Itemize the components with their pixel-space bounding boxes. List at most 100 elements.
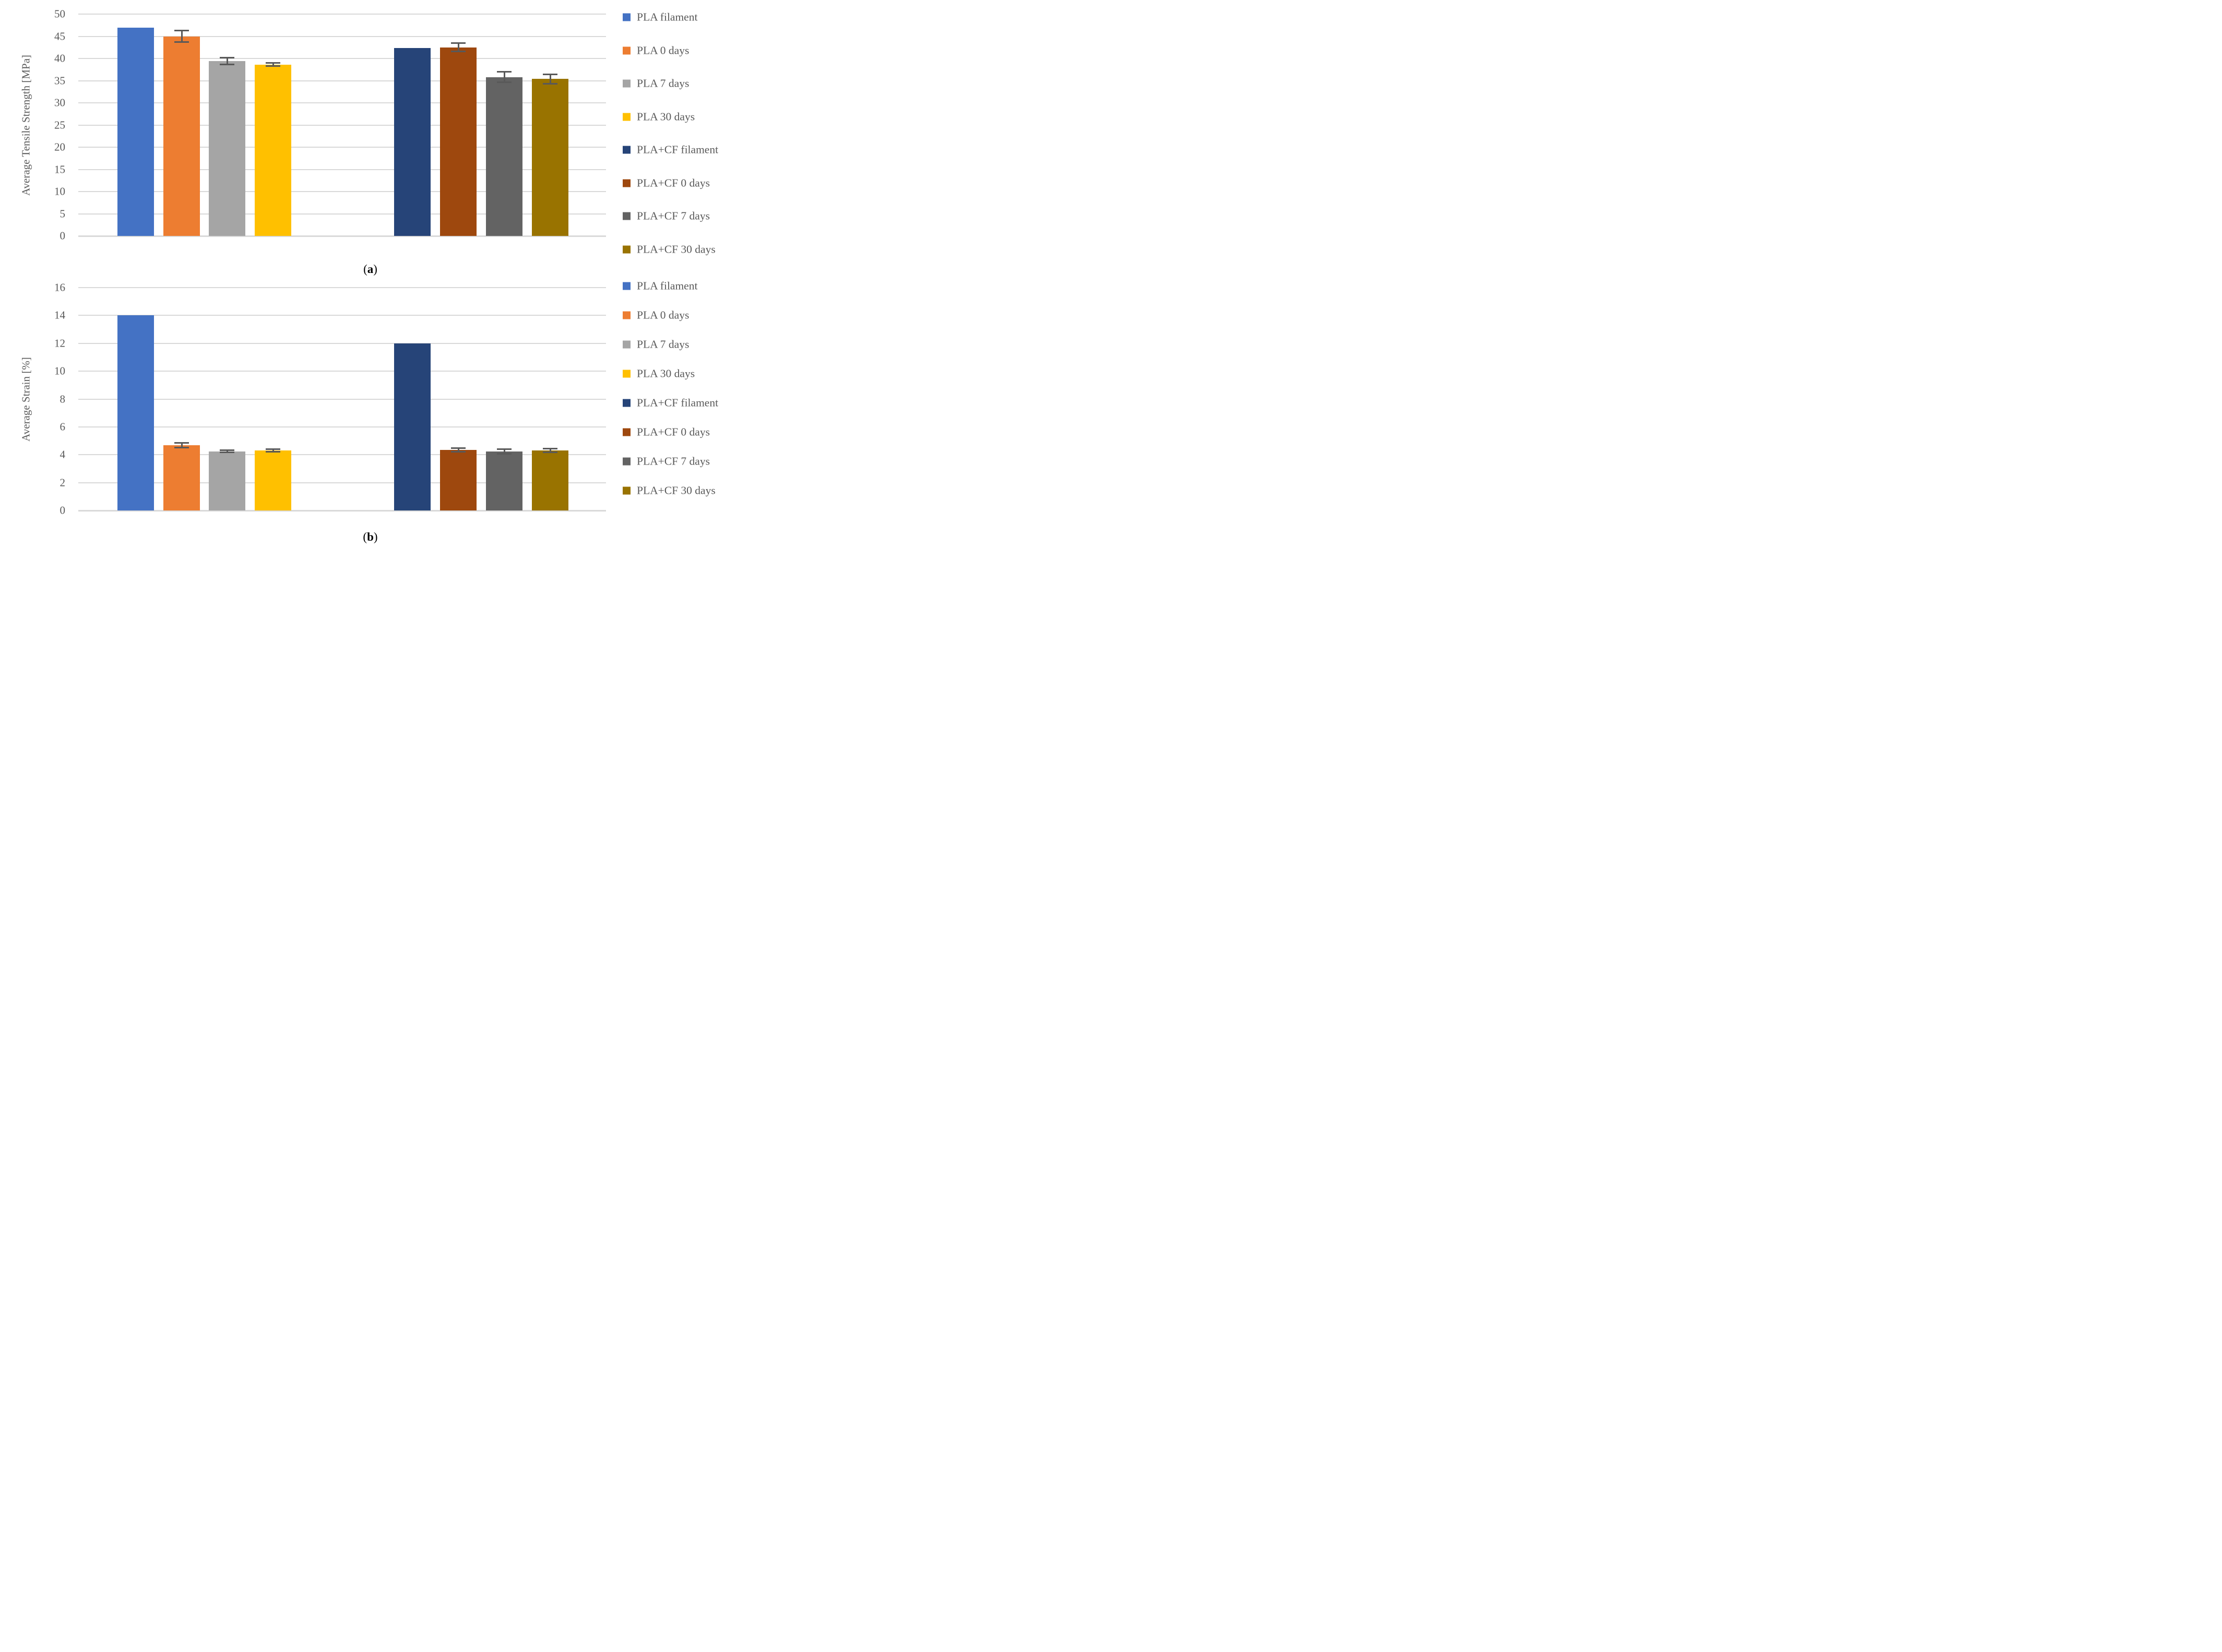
legend-item-pla-7-days: PLA 7 days xyxy=(623,77,689,90)
error-bar-cap-bottom xyxy=(174,41,189,43)
error-bar-cap-bottom xyxy=(451,450,466,453)
y-axis-title-a: Average Tensile Strength [MPa] xyxy=(19,54,32,196)
error-bar-cap-top xyxy=(220,57,234,59)
y-axis-title-b: Average Strain [%] xyxy=(19,357,32,442)
y-axis-tick-label: 16 xyxy=(54,281,65,294)
figure: Average Tensile Strength [MPa] 50 45 40 35 3… xyxy=(0,0,741,551)
gridline xyxy=(78,124,606,126)
y-axis-tick-label: 0 xyxy=(60,504,66,517)
bar-pla-cf-0-days xyxy=(440,449,477,510)
error-bar-cap-top xyxy=(451,42,466,44)
error-bar-cap-top xyxy=(220,449,234,451)
legend-swatch-icon xyxy=(623,13,631,21)
error-bar-cap-top xyxy=(174,442,189,444)
legend-swatch-icon xyxy=(623,282,631,290)
gridline xyxy=(78,371,606,372)
error-bar-line xyxy=(457,43,459,52)
error-bar-line xyxy=(226,450,228,453)
error-bar-line xyxy=(272,63,274,66)
legend-item-pla-7-days: PLA 7 days xyxy=(623,338,689,351)
legend-swatch-icon xyxy=(623,245,631,253)
bar-pla-30-days xyxy=(255,64,291,236)
legend-label: PLA+CF 0 days xyxy=(637,176,710,189)
y-axis-tick-label: 5 xyxy=(60,207,66,220)
y-axis-tick-label: 8 xyxy=(60,393,66,405)
error-bar-cap-top xyxy=(174,30,189,32)
y-axis-tick-label: 15 xyxy=(54,163,65,175)
bar-pla-filament xyxy=(117,315,154,510)
gridline xyxy=(78,482,606,483)
legend-item-pla-cf-7-days: PLA+CF 7 days xyxy=(623,210,710,223)
y-axis-tick-label: 25 xyxy=(54,118,65,131)
legend-item-pla-0-days: PLA 0 days xyxy=(623,44,689,57)
bar-pla-cf-30-days xyxy=(532,450,568,510)
error-bar-cap-top xyxy=(266,62,280,64)
error-bar-cap-top xyxy=(543,448,557,450)
legend-label: PLA+CF 7 days xyxy=(637,455,710,468)
y-axis-tick-label: 10 xyxy=(54,364,65,377)
legend-swatch-icon xyxy=(623,428,631,436)
legend-label: PLA+CF filament xyxy=(637,143,719,156)
gridline xyxy=(78,426,606,427)
gridline xyxy=(78,147,606,148)
y-axis-tick-label: 30 xyxy=(54,96,65,109)
legend-label: PLA+CF 30 days xyxy=(637,243,716,255)
legend-swatch-icon xyxy=(623,311,631,319)
gridline xyxy=(78,235,606,237)
legend-label: PLA 7 days xyxy=(637,338,690,351)
bar-pla-filament xyxy=(117,27,154,236)
error-bar-cap-top xyxy=(543,73,557,75)
y-axis-tick-label: 4 xyxy=(60,448,66,461)
legend-item-pla-cf-30-days: PLA+CF 30 days xyxy=(623,484,716,497)
gridline xyxy=(78,14,606,15)
legend-item-pla-cf-0-days: PLA+CF 0 days xyxy=(623,176,710,189)
gridline xyxy=(78,287,606,288)
error-bar-line xyxy=(181,443,183,447)
legend-swatch-icon xyxy=(623,370,631,378)
bar-pla-7-days xyxy=(209,451,245,510)
legend-swatch-icon xyxy=(623,146,631,154)
legend-label: PLA+CF 30 days xyxy=(637,484,716,497)
gridline xyxy=(78,315,606,316)
legend-item-pla-30-days: PLA 30 days xyxy=(623,110,695,123)
error-bar-cap-bottom xyxy=(220,451,234,454)
legend-swatch-icon xyxy=(623,179,631,187)
error-bar-cap-top xyxy=(497,71,512,73)
legend-label: PLA filament xyxy=(637,10,698,23)
y-axis-tick-label: 45 xyxy=(54,30,65,42)
legend-label: PLA 30 days xyxy=(637,110,695,123)
gridline xyxy=(78,80,606,81)
error-bar-line xyxy=(181,31,183,42)
error-bar-cap-bottom xyxy=(174,446,189,448)
y-axis-tick-label: 12 xyxy=(54,337,65,350)
legend-item-pla-0-days: PLA 0 days xyxy=(623,309,689,322)
legend-item-pla-cf-30-days: PLA+CF 30 days xyxy=(623,243,716,256)
caption-b: (b) xyxy=(363,530,378,543)
legend-item-pla-filament: PLA filament xyxy=(623,11,697,24)
y-axis-tick-label: 20 xyxy=(54,140,65,153)
legend-label: PLA+CF 0 days xyxy=(637,425,710,438)
gridline xyxy=(78,509,606,512)
bar-pla-0-days xyxy=(163,36,200,236)
y-axis-tick-label: 6 xyxy=(60,420,66,433)
gridline xyxy=(78,213,606,215)
legend-swatch-icon xyxy=(623,212,631,220)
bar-pla-cf-7-days xyxy=(486,77,522,236)
legend-swatch-icon xyxy=(623,113,631,121)
gridline xyxy=(78,398,606,400)
bar-pla-cf-30-days xyxy=(532,79,568,236)
legend-item-pla-30-days: PLA 30 days xyxy=(623,367,695,381)
error-bar-line xyxy=(549,449,551,453)
gridline xyxy=(78,342,606,344)
error-bar-line xyxy=(272,449,274,452)
legend-label: PLA 0 days xyxy=(637,44,690,56)
legend-item-pla-cf-filament: PLA+CF filament xyxy=(623,144,718,157)
error-bar-line xyxy=(226,58,228,65)
bar-pla-cf-filament xyxy=(394,47,431,236)
y-axis-tick-label: 14 xyxy=(54,308,65,322)
gridline xyxy=(78,191,606,192)
y-axis-tick-label: 0 xyxy=(60,229,66,242)
bar-pla-cf-7-days xyxy=(486,451,522,510)
error-bar-cap-top xyxy=(497,448,512,450)
error-bar-line xyxy=(503,449,505,454)
